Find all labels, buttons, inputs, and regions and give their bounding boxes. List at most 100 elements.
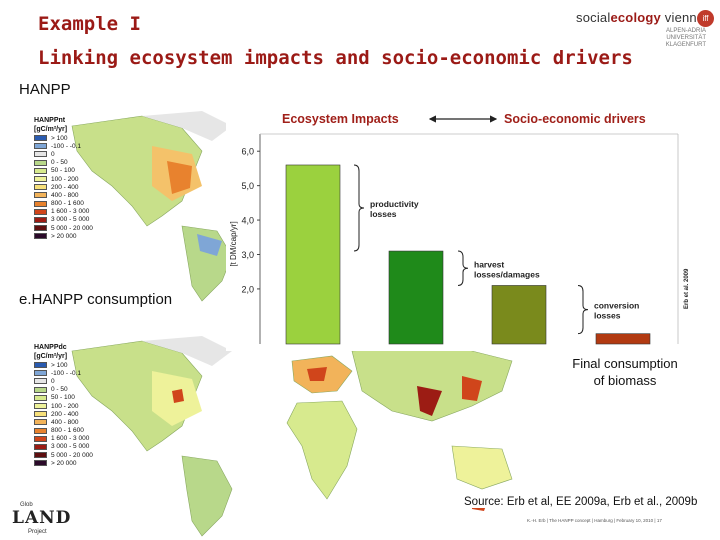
land-logo-small: Glob — [20, 502, 33, 508]
legend-swatch — [34, 419, 47, 426]
ehanpp-section-label: e.HANPP consumption — [19, 291, 179, 308]
legend-swatch — [34, 394, 47, 401]
legend-swatch — [34, 208, 47, 215]
legend-swatch — [34, 403, 47, 410]
legend-label: 3 000 - 5 000 — [51, 216, 90, 224]
legend-label: 0 — [51, 377, 55, 385]
legend-label: -100 - -0.1 — [51, 369, 81, 377]
source-citation: Source: Erb et al, EE 2009a, Erb et al.,… — [464, 496, 698, 508]
legend-label: > 100 — [51, 361, 68, 369]
legend-swatch — [34, 411, 47, 418]
legend-label: > 20 000 — [51, 459, 77, 467]
ehanpp-legend: HANPPdc [gC/m²/yr] > 100 -100 - -0.1 0 0 - … — [34, 343, 93, 467]
legend-label: > 20 000 — [51, 232, 77, 240]
legend-item: 200 - 400 — [34, 410, 93, 418]
legend-label: 1 600 - 3 000 — [51, 435, 90, 443]
legend-item: 5 000 - 20 000 — [34, 451, 93, 459]
legend-item: 0 — [34, 377, 93, 385]
legend-label: 400 - 800 — [51, 191, 79, 199]
legend-label: 0 - 50 — [51, 159, 68, 167]
y-tick-label: 4,0 — [241, 216, 254, 226]
legend-item: 1 600 - 3 000 — [34, 208, 93, 216]
legend-swatch — [34, 386, 47, 393]
legend-item: -100 - -0.1 — [34, 142, 93, 150]
legend-swatch — [34, 427, 47, 434]
legend-item: 200 - 400 — [34, 183, 93, 191]
legend-item: 0 — [34, 150, 93, 158]
legend-item: 3 000 - 5 000 — [34, 216, 93, 224]
annotation-3: conversion losses — [594, 301, 639, 321]
legend-item: -100 - -0.1 — [34, 369, 93, 377]
bar-1 — [285, 164, 341, 345]
legend-unit: [gC/m²/yr] — [34, 353, 68, 360]
y-axis-label: [t DM/cap/yr] — [229, 221, 238, 266]
bar-4 — [595, 333, 651, 345]
iff-seal-icon: iff — [697, 10, 714, 27]
university-name: ALPEN-ADRIA UNIVERSITÄT KLAGENFURT — [665, 28, 706, 48]
legend-swatch — [34, 460, 47, 467]
legend-item: 100 - 200 — [34, 175, 93, 183]
legend-swatch — [34, 184, 47, 191]
legend-item: > 100 — [34, 134, 93, 142]
legend-swatch — [34, 200, 47, 207]
legend-item: > 100 — [34, 361, 93, 369]
hanpp-section-label: HANPP — [19, 81, 71, 98]
legend-swatch — [34, 192, 47, 199]
ehanpp-world-map — [32, 331, 562, 540]
legend-title: HANPPdc — [34, 344, 67, 351]
legend-item: 50 - 100 — [34, 167, 93, 175]
legend-swatch — [34, 362, 47, 369]
legend-label: 200 - 400 — [51, 183, 79, 191]
brace-2 — [457, 250, 469, 286]
y-tick-label: 3,0 — [241, 250, 254, 260]
annotation-2: harvest losses/damages — [474, 259, 540, 279]
chart-svg: Ecosystem Impacts Socio-economic drivers… — [229, 112, 690, 345]
slide-title-line2: Linking ecosystem impacts and socio-econ… — [38, 47, 633, 69]
legend-swatch — [34, 370, 47, 377]
chart-header-left: Ecosystem Impacts — [282, 112, 399, 126]
y-tick-label: 5,0 — [241, 181, 254, 191]
legend-swatch — [34, 176, 47, 183]
legend-label: 0 — [51, 150, 55, 158]
legend-item: 0 - 50 — [34, 159, 93, 167]
final-consumption-label: Final consumption of biomass — [572, 356, 678, 388]
y-tick-label: 2,0 — [241, 284, 254, 294]
legend-swatch — [34, 443, 47, 450]
legend-item: 1 600 - 3 000 — [34, 435, 93, 443]
annotation-1: productivity losses — [370, 199, 419, 219]
legend-swatch — [34, 225, 47, 232]
legend-label: 50 - 100 — [51, 167, 75, 175]
legend-swatch — [34, 233, 47, 240]
legend-label: 100 - 200 — [51, 175, 79, 183]
legend-item: 100 - 200 — [34, 402, 93, 410]
land-logo-sub: Project — [28, 529, 47, 535]
legend-item: 400 - 800 — [34, 191, 93, 199]
legend-label: 3 000 - 5 000 — [51, 443, 90, 451]
legend-item: > 20 000 — [34, 232, 93, 240]
legend-item: 800 - 1 600 — [34, 427, 93, 435]
social-ecology-vienna-logo: socialecology vienna iff ALPEN-ADRIA UNI… — [576, 10, 716, 50]
legend-label: 800 - 1 600 — [51, 200, 84, 208]
legend-swatch — [34, 378, 47, 385]
brace-3 — [577, 284, 589, 335]
legend-label: 5 000 - 20 000 — [51, 451, 93, 459]
side-label: Erb et al. 2009 — [684, 268, 690, 309]
logo-text: socialecology vienna — [576, 10, 705, 25]
legend-swatch — [34, 159, 47, 166]
legend-swatch — [34, 167, 47, 174]
bar-2 — [388, 250, 444, 345]
legend-label: 1 600 - 3 000 — [51, 208, 90, 216]
y-tick-label: 6,0 — [241, 147, 254, 157]
legend-item: 5 000 - 20 000 — [34, 224, 93, 232]
chart-header-right: Socio-economic drivers — [504, 112, 646, 126]
legend-item: 800 - 1 600 — [34, 200, 93, 208]
legend-swatch — [34, 435, 47, 442]
slide-title-line1: Example I — [38, 13, 141, 35]
legend-label: 0 - 50 — [51, 386, 68, 394]
legend-swatch — [34, 151, 47, 158]
brace-1 — [353, 164, 365, 252]
legend-unit: [gC/m²/yr] — [34, 126, 68, 133]
legend-label: -100 - -0.1 — [51, 142, 81, 150]
legend-label: > 100 — [51, 134, 68, 142]
bar-3 — [491, 285, 547, 345]
